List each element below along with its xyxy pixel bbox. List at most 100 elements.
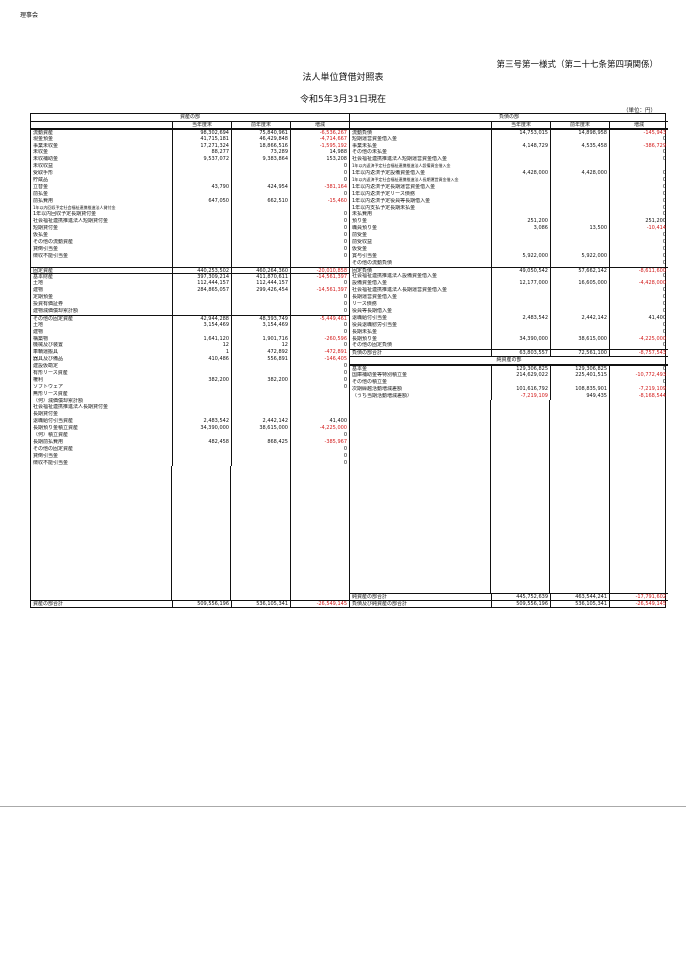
row-label: 貯蔵品 bbox=[33, 177, 49, 184]
previous-value: 129,306,825 bbox=[550, 366, 609, 372]
table-row: 1年以内返済予定リース債務 0 bbox=[350, 190, 668, 198]
total-row: 資産の部合計 509,556,196 536,105,341 -26,549,145 bbox=[31, 600, 349, 607]
current-value bbox=[172, 163, 231, 171]
table-row: 構築物 1,641,120 1,901,716 -260,596 bbox=[31, 335, 349, 343]
table-row: 定期預金 0 bbox=[31, 294, 349, 302]
row-label: 資産の部合計 bbox=[33, 601, 64, 607]
row-label: 役員退職慰労引当金 bbox=[352, 321, 398, 328]
change-value: -4,428,000 bbox=[609, 280, 668, 288]
previous-value: 225,401,515 bbox=[550, 371, 609, 379]
table-row: 短期運営資金借入金 0 bbox=[350, 135, 668, 143]
table-row: 社会福祉連携推進法人長期運営資金借入金 0 bbox=[350, 287, 668, 295]
previous-value: 46,429,848 bbox=[231, 135, 290, 143]
change-value: -381,164 bbox=[290, 183, 349, 191]
change-value: 0 bbox=[290, 328, 349, 336]
row-label: 預り金 bbox=[352, 218, 368, 225]
table-row: 現金預金 41,715,181 46,429,848 -4,714,667 bbox=[31, 135, 349, 143]
previous-value: 75,840,961 bbox=[231, 129, 290, 136]
col-change: 増減 bbox=[609, 121, 668, 128]
table-row: 固定負債 49,050,542 57,662,142 -8,611,600 bbox=[350, 266, 668, 274]
row-label: 仮払金 bbox=[33, 232, 49, 239]
change-value: -6,536,267 bbox=[290, 129, 349, 136]
current-value: 397,309,214 bbox=[172, 274, 231, 281]
row-label: 1年以内回収予定社会福祉連携推進法人貸付金 bbox=[33, 204, 116, 210]
row-label: 国庫補助金等特別積立金 bbox=[352, 371, 408, 378]
change-value: 0 bbox=[609, 197, 668, 205]
previous-value: 72,561,100 bbox=[550, 350, 609, 357]
change-value: -4,714,667 bbox=[290, 135, 349, 143]
current-value bbox=[491, 294, 550, 302]
grand-total-row: 負債及び純資産の部合計 509,556,196 536,105,341 -26,549… bbox=[350, 600, 668, 607]
table-row: 未収金 88,277 73,289 14,988 bbox=[31, 149, 349, 157]
net-assets-spacer bbox=[350, 399, 668, 594]
current-value: 98,302,694 bbox=[172, 129, 231, 136]
previous-value: 472,892 bbox=[231, 349, 290, 357]
table-row: ソフトウェア 0 bbox=[31, 383, 349, 391]
table-row: 退職給付引当資産 2,483,542 2,442,142 41,400 bbox=[31, 418, 349, 426]
current-value bbox=[491, 287, 550, 295]
row-label: 投資有価証券 bbox=[33, 301, 64, 308]
liabilities-panel: 負債の部 当年度末 前年度末 増減 流動負債 14,753,015 14,898,9… bbox=[350, 114, 668, 607]
liabilities-rows: 流動負債 14,753,015 14,898,958 -145,943 短期運営資金借入… bbox=[350, 128, 668, 350]
row-label: 貸倒引当金 bbox=[33, 452, 59, 459]
change-value: 0 bbox=[290, 170, 349, 178]
table-row: 未払費用 0 bbox=[350, 211, 668, 219]
row-label: 1年以内返済予定社会福祉連携推進法人設備資金借入金 bbox=[352, 163, 451, 169]
table-row: 次期繰越活動増減差額 101,616,792 108,835,901 -7,219,1… bbox=[350, 385, 668, 393]
row-label: 固定負債 bbox=[352, 267, 373, 274]
table-row: 徴収不能引当金 0 bbox=[31, 252, 349, 260]
table-row: 長期未払金 0 bbox=[350, 328, 668, 336]
form-number: 第三号第一様式（第二十七条第四項関係） bbox=[496, 60, 658, 70]
current-value bbox=[491, 204, 550, 212]
current-value: 647,050 bbox=[172, 197, 231, 205]
previous-value bbox=[231, 177, 290, 184]
row-label: 社会福祉連携推進法人設備資金借入金 bbox=[352, 273, 438, 280]
row-label: 長期貸付金 bbox=[33, 411, 59, 418]
change-value bbox=[609, 163, 668, 171]
change-value bbox=[290, 404, 349, 412]
row-label: 負債及び純資産の部合計 bbox=[352, 601, 408, 607]
table-row: 1年以内回収予定社会福祉連携推進法人貸付金 bbox=[31, 204, 349, 212]
table-row: 1年以内返済予定社会福祉連携推進法人長期運営資金借入金 0 bbox=[350, 177, 668, 184]
current-value bbox=[491, 328, 550, 336]
row-label: 次期繰越活動増減差額 bbox=[352, 385, 403, 392]
previous-value bbox=[231, 204, 290, 212]
current-value bbox=[491, 149, 550, 157]
table-row: 建設仮勘定 0 bbox=[31, 363, 349, 370]
change-value: 0 bbox=[290, 301, 349, 308]
row-label: 現金預金 bbox=[33, 135, 54, 142]
table-row: リース債務 0 bbox=[350, 301, 668, 308]
current-value bbox=[172, 232, 231, 240]
table-row: その他の流動負債 0 bbox=[350, 259, 668, 267]
change-value: -7,219,109 bbox=[609, 385, 668, 393]
change-value: 0 bbox=[290, 177, 349, 184]
change-value: 0 bbox=[609, 328, 668, 336]
current-value bbox=[491, 239, 550, 246]
change-value: -20,010,858 bbox=[290, 267, 349, 274]
table-row: 1年以内回収予定長期貸付金 0 bbox=[31, 211, 349, 219]
previous-value bbox=[231, 307, 290, 315]
previous-value bbox=[550, 287, 609, 295]
previous-value bbox=[231, 328, 290, 336]
row-label: 構築物 bbox=[33, 335, 49, 342]
current-value bbox=[172, 411, 231, 419]
current-value bbox=[172, 383, 231, 391]
table-row: 1年以内返済予定社会福祉連携推進法人設備資金借入金 bbox=[350, 163, 668, 171]
previous-value bbox=[550, 321, 609, 329]
previous-value bbox=[231, 452, 290, 460]
current-value: 509,556,196 bbox=[172, 601, 231, 607]
change-value: 0 bbox=[290, 280, 349, 288]
current-value bbox=[491, 135, 550, 143]
row-label: 土地 bbox=[33, 321, 44, 328]
current-value bbox=[491, 156, 550, 164]
previous-value bbox=[231, 404, 290, 412]
row-label: 流動負債 bbox=[352, 129, 373, 136]
current-value: 1,641,120 bbox=[172, 335, 231, 343]
col-current: 当年度末 bbox=[491, 121, 550, 128]
assets-rows: 流動資産 98,302,694 75,840,961 -6,536,267 現金預金 41… bbox=[31, 128, 349, 467]
change-value: -26,549,145 bbox=[290, 601, 349, 607]
current-value: 129,306,825 bbox=[491, 366, 550, 372]
previous-value bbox=[231, 218, 290, 226]
change-value bbox=[290, 259, 349, 267]
change-value bbox=[290, 397, 349, 405]
